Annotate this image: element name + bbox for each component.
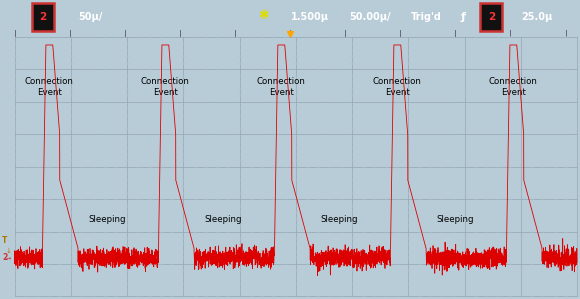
Text: 50.00μ/: 50.00μ/ [349, 11, 391, 22]
Text: 2: 2 [488, 11, 495, 22]
Text: 1.500μ: 1.500μ [291, 11, 329, 22]
Text: Sleeping: Sleeping [89, 215, 126, 224]
Text: →: → [6, 255, 11, 260]
Text: ✱: ✱ [259, 9, 269, 22]
Text: 50μ/: 50μ/ [78, 11, 102, 22]
Text: Connection
Event: Connection Event [25, 77, 74, 97]
Text: Connection
Event: Connection Event [257, 77, 306, 97]
Bar [32, 4, 54, 31]
Text: Sleeping: Sleeping [321, 215, 358, 224]
Bar [480, 4, 502, 31]
Text: 2: 2 [2, 254, 8, 263]
Text: Connection
Event: Connection Event [373, 77, 422, 97]
Text: 25.0μ: 25.0μ [521, 11, 552, 22]
Text: ↓: ↓ [6, 248, 12, 254]
Text: Trig'd: Trig'd [411, 11, 442, 22]
Text: Sleeping: Sleeping [205, 215, 242, 224]
Text: 2: 2 [39, 11, 46, 22]
Text: Sleeping: Sleeping [437, 215, 474, 224]
Text: ƒ: ƒ [461, 11, 465, 22]
Text: T: T [2, 236, 8, 245]
Text: Connection
Event: Connection Event [141, 77, 190, 97]
Text: Connection
Event: Connection Event [489, 77, 538, 97]
